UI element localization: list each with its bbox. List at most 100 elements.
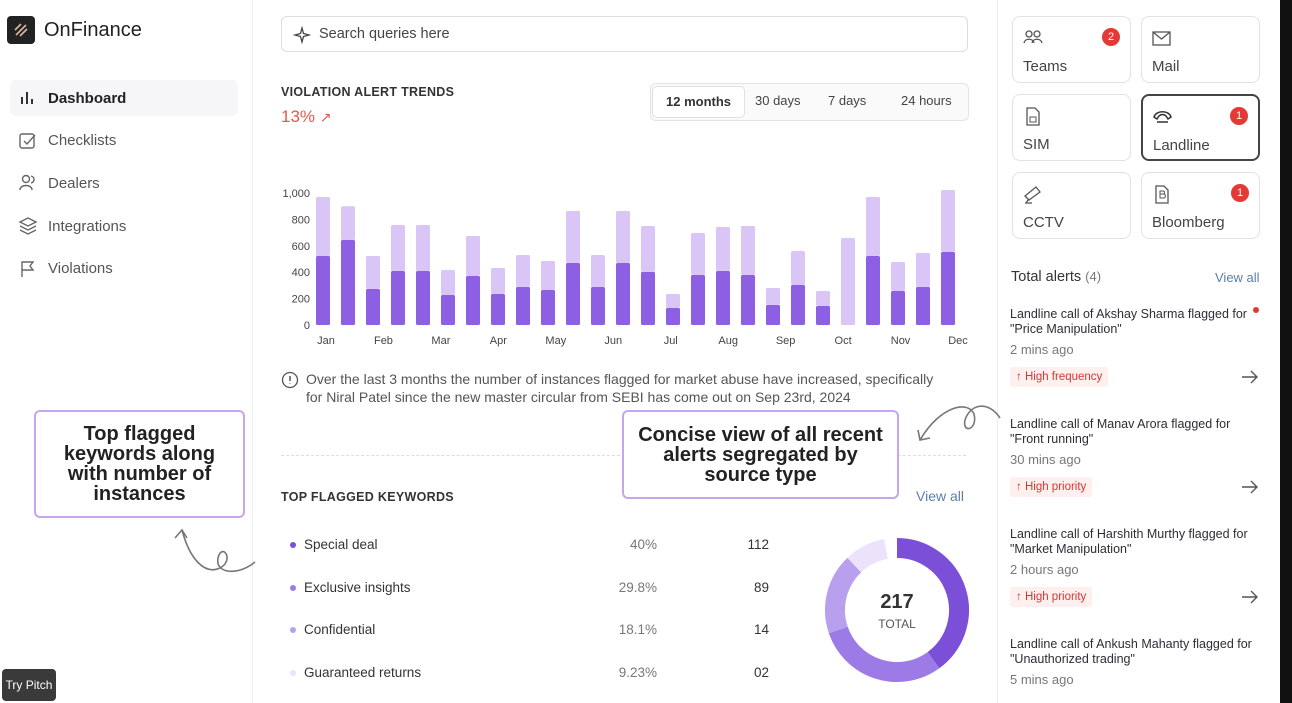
bar-segment	[616, 262, 630, 325]
keyword-count: 02	[753, 665, 769, 681]
alert-text: Landline call of Akshay Sharma flagged f…	[1010, 307, 1247, 336]
bar-segment	[391, 271, 405, 325]
search-icon	[293, 26, 311, 44]
channel-icon	[1026, 107, 1040, 126]
keyword-dot	[290, 584, 296, 591]
bar-segment	[941, 252, 955, 325]
x-tick-label: May	[545, 335, 566, 347]
keyword-percent: 18.1%	[618, 622, 657, 638]
alert-open-arrow[interactable]	[1240, 479, 1260, 495]
annotation-text: Top flagged keywords along with number o…	[63, 423, 216, 505]
bar-segment	[441, 269, 455, 296]
nav-item[interactable]: Checklists	[10, 123, 238, 159]
range-tab[interactable]: 24 hours	[901, 93, 952, 108]
channel-name: Landline	[1153, 137, 1210, 154]
range-tab[interactable]: 30 days	[755, 93, 801, 108]
bar-segment	[316, 255, 330, 325]
alert-open-arrow[interactable]	[1240, 589, 1260, 605]
alerts-view-all[interactable]: View all	[1215, 270, 1260, 285]
nav-icon	[21, 261, 35, 277]
channel-name: SIM	[1023, 136, 1050, 153]
bar-segment	[566, 262, 580, 325]
channel-card[interactable]: Mail	[1141, 16, 1260, 83]
donut-segment	[896, 538, 969, 669]
search-placeholder: Search queries here	[319, 26, 450, 42]
try-pitch-button[interactable]: Try Pitch	[2, 669, 56, 701]
alerts-title: Total alerts (4)	[1011, 269, 1101, 285]
trend-arrow: ↗	[319, 109, 332, 125]
nav-icon	[19, 175, 35, 191]
bar-segment	[416, 271, 430, 325]
bar-segment	[416, 224, 430, 272]
bar-segment	[741, 226, 755, 275]
annotation-arrow	[917, 405, 1001, 441]
annotation-arrow	[174, 528, 256, 573]
bar-segment	[766, 304, 780, 325]
range-tab[interactable]: 7 days	[828, 93, 867, 108]
bar-segment	[816, 305, 830, 325]
nav-label: Violations	[48, 260, 113, 278]
y-tick-label: 0	[304, 320, 310, 332]
alert-time: 2 mins ago	[1010, 342, 1074, 357]
channel-name: Mail	[1152, 58, 1180, 75]
search-box[interactable]: Search queries here	[281, 16, 968, 52]
nav-item[interactable]: Violations	[10, 251, 238, 287]
right-divider	[997, 0, 998, 703]
bar-segment	[691, 274, 705, 325]
channel-card[interactable]: Landline 1	[1141, 94, 1260, 161]
keyword-percent: 9.23%	[618, 665, 657, 681]
channel-badge: 2	[1102, 28, 1120, 46]
bar-segment	[516, 255, 530, 287]
alert-tag: ↑ High frequency	[1010, 367, 1109, 387]
annotation: Top flagged keywords along with number o…	[34, 410, 245, 518]
bar-segment	[616, 210, 630, 263]
bar-segment	[591, 286, 605, 325]
channel-icon	[1023, 30, 1043, 44]
bar-segment	[366, 288, 380, 325]
donut-total-label: TOTAL	[878, 617, 916, 631]
keyword-count: 14	[753, 622, 769, 638]
keywords-view-all[interactable]: View all	[916, 488, 964, 504]
y-tick-label: 600	[292, 241, 310, 253]
tag-arrow: ↑	[1016, 481, 1025, 493]
channel-card[interactable]: Teams 2	[1012, 16, 1131, 83]
nav-item[interactable]: Dealers	[10, 165, 238, 201]
bar-segment	[641, 271, 655, 325]
keyword-name: Special deal	[304, 537, 378, 552]
bar-segment	[741, 274, 755, 325]
bar-segment	[591, 255, 605, 287]
y-tick-label: 800	[292, 214, 310, 226]
channel-card[interactable]: SIM	[1012, 94, 1131, 161]
bar-segment	[916, 253, 930, 287]
alert-open-arrow[interactable]	[1240, 369, 1260, 385]
bar-segment	[766, 288, 780, 305]
x-tick-label: Sep	[776, 335, 796, 347]
channel-name: Bloomberg	[1152, 214, 1225, 231]
alert-tag: ↑ High priority	[1010, 477, 1093, 497]
alert-time: 5 mins ago	[1010, 672, 1074, 687]
bar-segment	[891, 262, 905, 291]
channel-icon	[1152, 31, 1171, 46]
donut-segment	[825, 557, 862, 634]
keyword-name: Guaranteed returns	[304, 665, 422, 681]
range-tab[interactable]: 12 months	[652, 86, 746, 118]
sidebar	[0, 0, 253, 703]
nav-item[interactable]: Dashboard	[10, 80, 238, 116]
bar-segment	[816, 290, 830, 306]
edge	[1280, 0, 1292, 703]
channel-icon	[1024, 186, 1041, 204]
tag-text: High priority	[1024, 481, 1087, 493]
brand: OnFinance	[44, 19, 142, 41]
bar-segment	[841, 238, 855, 325]
bar-segment	[716, 227, 730, 272]
bar-segment	[641, 226, 655, 272]
channel-card[interactable]: CCTV	[1012, 172, 1131, 239]
bar-segment	[866, 255, 880, 325]
channel-icon	[1153, 111, 1172, 123]
keyword-dot	[290, 542, 296, 548]
nav-label: Dealers	[48, 174, 100, 192]
channel-card[interactable]: Bloomberg 1	[1141, 172, 1260, 239]
alert-tag: ↑ High priority	[1010, 587, 1093, 607]
nav-item[interactable]: Integrations	[10, 208, 238, 244]
bar-segment	[891, 290, 905, 325]
